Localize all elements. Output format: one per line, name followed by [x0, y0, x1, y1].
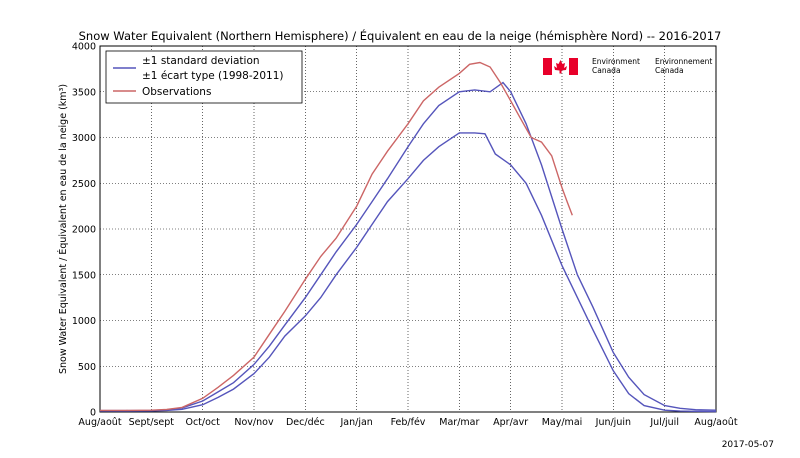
y-tick-label: 500 — [78, 362, 96, 373]
y-tick-label: 3500 — [72, 87, 96, 98]
x-tick-label: Feb/fév — [391, 417, 426, 428]
y-tick-label: 1000 — [72, 316, 96, 327]
series-line-lower — [100, 132, 717, 413]
x-tick-label: Dec/déc — [286, 417, 325, 428]
logo-text-en: Environment — [592, 57, 640, 66]
x-tick-label: Nov/nov — [234, 417, 274, 428]
logo-text-fr: Canada — [655, 66, 684, 75]
legend-box — [105, 50, 303, 104]
y-tick-label: 1500 — [72, 270, 96, 281]
chart-title: Snow Water Equivalent (Northern Hemisphe… — [79, 28, 722, 43]
y-axis-label: Snow Water Equivalent / Équivalent en ea… — [57, 84, 69, 374]
x-tick-label: Oct/oct — [185, 417, 220, 428]
logo-text-fr: Environnement — [655, 57, 712, 66]
x-tick-label: Sept/sept — [129, 417, 175, 428]
legend-label-obs: Observations — [142, 86, 211, 98]
x-tick-label: Jul/juil — [649, 417, 679, 428]
x-tick-label: Jun/juin — [595, 417, 631, 428]
series-line-observations — [100, 61, 573, 412]
y-tick-label: 4000 — [72, 42, 96, 53]
x-tick-label: Aug/août — [694, 417, 737, 428]
x-tick-label: Aug/août — [78, 417, 121, 428]
y-tick-label: 0 — [90, 408, 96, 419]
series-line-upper — [100, 81, 717, 412]
plot-frame — [99, 45, 717, 413]
legend-label-std-fr: ±1 écart type (1998-2011) — [142, 70, 283, 82]
footer-date: 2017-05-07 — [721, 440, 774, 450]
flag-left-bar — [543, 58, 552, 75]
x-tick-label: Apr/avr — [493, 417, 528, 428]
y-tick-label: 3000 — [72, 133, 96, 144]
x-tick-label: Jan/jan — [340, 417, 373, 428]
logo-text-en: Canada — [592, 66, 621, 75]
legend-label-std-en: ±1 standard deviation — [142, 55, 260, 67]
y-tick-label: 2000 — [72, 225, 96, 236]
x-tick-label: May/mai — [542, 417, 583, 428]
y-tick-label: 2500 — [72, 179, 96, 190]
maple-leaf-icon — [554, 60, 567, 74]
flag-right-bar — [569, 58, 578, 75]
x-tick-label: Mar/mar — [439, 417, 479, 428]
